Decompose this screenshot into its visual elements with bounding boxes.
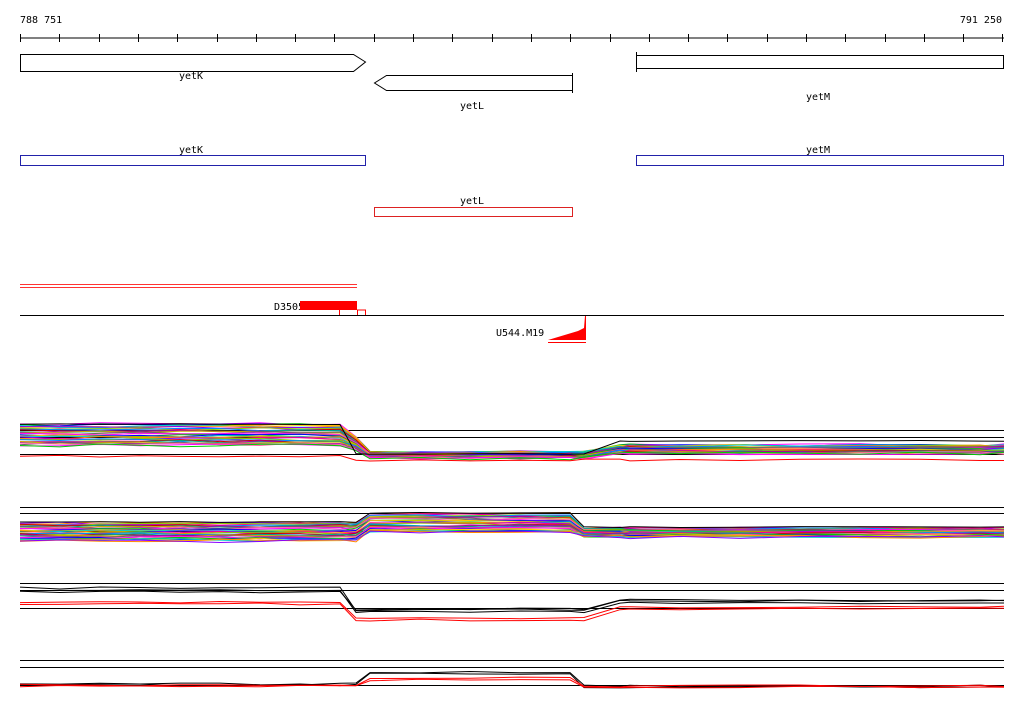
expression-track-3: [19, 583, 1005, 622]
feature-block-U544.M19: [548, 316, 586, 340]
transcript-yetK[interactable]: yetK: [20, 145, 366, 166]
track3-series-line: [19, 590, 1005, 611]
gene-arrow-yetM: [636, 55, 1004, 69]
transcript-box-yetK: [20, 155, 366, 166]
ruler-start-label: 788 751: [20, 15, 62, 26]
track3-series-line: [19, 602, 1005, 622]
track2-series-line: [19, 528, 1005, 541]
gene-arrow-yetK: [20, 54, 367, 72]
transcript-box-yetL: [374, 207, 573, 217]
transcript-yetM[interactable]: yetM: [636, 145, 1004, 166]
track4-series-line: [19, 678, 1005, 689]
coordinate-ruler: 788 751 791 250: [20, 15, 1004, 42]
transcript-label-yetL: yetL: [460, 196, 484, 207]
transcript-yetL[interactable]: yetL: [374, 196, 573, 217]
track4-series-line: [19, 676, 1005, 688]
gene-yetK[interactable]: yetK: [20, 54, 367, 83]
ruler-end-label: 791 250: [960, 15, 1002, 26]
track2-series-line: [19, 522, 1005, 535]
feature-label-D350553: D350553: [274, 302, 316, 313]
expression-tracks: [19, 422, 1005, 689]
gene-track: yetK yetL yetM: [20, 52, 1005, 112]
ruler-ticks: [20, 34, 1003, 42]
transcript-label-yetK: yetK: [179, 145, 203, 156]
expression-track-4: [19, 660, 1005, 689]
feature-block-D350553: [300, 301, 357, 310]
track3-series-line: [19, 589, 1004, 614]
transcript-track: yetK yetL yetM: [20, 145, 1004, 217]
expression-track-1: [19, 422, 1005, 462]
gene-arrow-yetL: [373, 75, 573, 91]
track1-series-line: [19, 423, 1005, 455]
gene-label-yetK: yetK: [179, 71, 203, 82]
feature-U544.M19[interactable]: U544.M19: [496, 316, 586, 343]
transcript-label-yetM: yetM: [806, 145, 830, 156]
feature-track: D350553 U544.M19: [20, 284, 1004, 343]
transcript-box-yetM: [636, 155, 1004, 166]
track3-series-line: [19, 600, 1005, 620]
feature-tail-D350553: [339, 309, 366, 316]
gene-label-yetM: yetM: [806, 92, 830, 103]
track1-series-line: [19, 443, 1005, 460]
gene-yetL[interactable]: yetL: [373, 73, 573, 112]
track1-series-line: [19, 454, 1004, 462]
track1-series-line: [19, 443, 1005, 461]
feature-label-U544.M19: U544.M19: [496, 328, 544, 339]
track2-series-line: [19, 530, 1005, 544]
track2-series-line: [20, 511, 1005, 529]
gene-yetM[interactable]: yetM: [636, 52, 1005, 103]
gene-label-yetL: yetL: [460, 101, 484, 112]
feature-D350553[interactable]: D350553: [274, 301, 366, 316]
expression-track-2: [19, 507, 1005, 544]
